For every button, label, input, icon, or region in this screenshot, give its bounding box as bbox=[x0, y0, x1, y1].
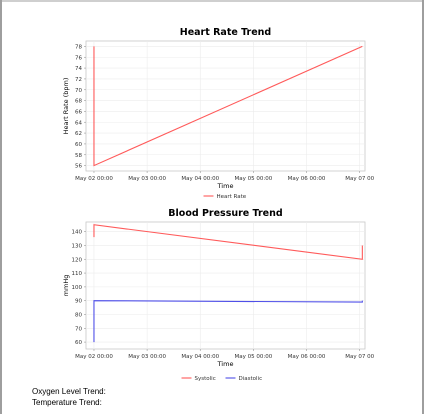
y-tick-label: 130 bbox=[72, 243, 83, 249]
page-border-top bbox=[0, 0, 424, 2]
y-tick-label: 66 bbox=[75, 109, 82, 115]
y-tick-label: 58 bbox=[75, 153, 82, 159]
y-tick-label: 140 bbox=[72, 230, 83, 236]
x-tick-label: May 03 00:00 bbox=[128, 176, 166, 182]
y-tick-label: 110 bbox=[72, 271, 83, 277]
series-line-diastolic bbox=[93, 300, 363, 343]
y-tick-label: 56 bbox=[75, 164, 82, 170]
plot-area bbox=[85, 40, 366, 172]
series-line-systolic bbox=[93, 224, 363, 260]
y-tick-label: 80 bbox=[75, 312, 82, 318]
x-axis-label: Time bbox=[217, 182, 234, 190]
page-border-left bbox=[0, 0, 2, 414]
y-tick-label: 68 bbox=[75, 99, 82, 105]
x-tick-label: May 05 00:00 bbox=[235, 354, 273, 360]
y-tick-label: 120 bbox=[72, 257, 83, 263]
legend-label: Heart Rate bbox=[217, 194, 247, 200]
x-tick-label: May 05 00:00 bbox=[235, 176, 273, 182]
x-axis-label: Time bbox=[217, 360, 234, 368]
page-border-right bbox=[422, 0, 424, 414]
chart-title: Heart Rate Trend bbox=[180, 27, 271, 38]
y-tick-label: 72 bbox=[75, 77, 82, 83]
series-line-heart-rate bbox=[93, 45, 363, 167]
y-tick-label: 74 bbox=[75, 66, 82, 72]
y-axis-label: mmHg bbox=[62, 275, 70, 297]
x-tick-label: May 04 00:00 bbox=[181, 354, 219, 360]
y-tick-label: 64 bbox=[75, 120, 82, 126]
plot-area bbox=[85, 221, 366, 350]
x-tick-label: May 06 00:00 bbox=[288, 176, 326, 182]
y-tick-label: 60 bbox=[75, 142, 82, 148]
y-tick-label: 90 bbox=[75, 299, 82, 305]
x-tick-label: May 02 00:00 bbox=[75, 176, 113, 182]
heart-rate-chart: Heart Rate Trend 78 76 74 72 70 68 66 64 62 60 58 56… bbox=[62, 27, 375, 200]
x-tick-label: May 07 00 bbox=[345, 354, 374, 360]
blood-pressure-chart: Blood Pressure Trend 140 130 120 110 100 90 80 7… bbox=[62, 208, 375, 382]
chart-title: Blood Pressure Trend bbox=[168, 208, 282, 219]
x-tick-label: May 06 00:00 bbox=[288, 354, 326, 360]
legend-label: Diastolic bbox=[239, 376, 263, 382]
x-tick-label: May 07 00 bbox=[345, 176, 374, 182]
y-tick-label: 60 bbox=[75, 340, 82, 346]
y-tick-label: 62 bbox=[75, 131, 82, 137]
x-tick-label: May 02 00:00 bbox=[75, 354, 113, 360]
y-tick-label: 70 bbox=[75, 326, 82, 332]
oxygen-level-trend-label: Oxygen Level Trend: bbox=[32, 387, 106, 396]
x-tick-label: May 03 00:00 bbox=[128, 354, 166, 360]
x-tick-label: May 04 00:00 bbox=[181, 176, 219, 182]
legend-label: Systolic bbox=[195, 376, 216, 382]
y-tick-label: 70 bbox=[75, 88, 82, 94]
y-tick-label: 78 bbox=[75, 44, 82, 50]
y-tick-label: 76 bbox=[75, 55, 82, 61]
y-axis-label: Heart Rate (bpm) bbox=[62, 78, 70, 135]
temperature-trend-label: Temperature Trend: bbox=[32, 398, 102, 407]
y-tick-label: 100 bbox=[72, 285, 83, 291]
